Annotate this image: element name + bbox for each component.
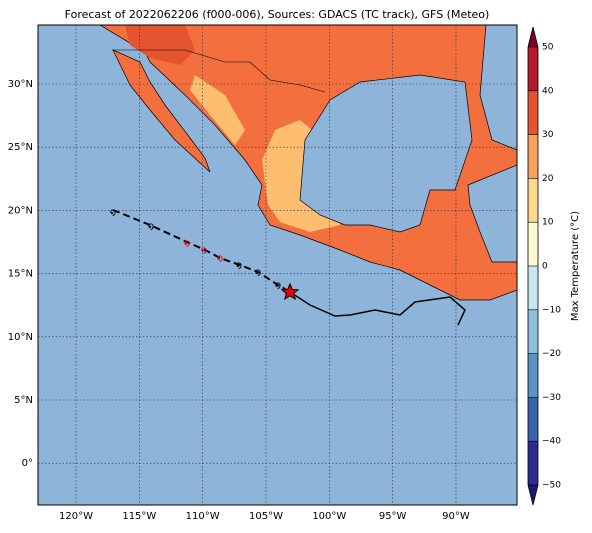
storm-symbol: ໑ (110, 207, 116, 218)
lat-label: 25°N (8, 142, 33, 153)
colorbar-bin (528, 397, 538, 442)
lon-label: 115°W (122, 511, 156, 522)
colorbar-bin (528, 353, 538, 398)
lon-label: 95°W (379, 511, 407, 522)
colorbar: −50 −40 −30 −20 −10 0 10 20 30 40 50 (527, 26, 561, 506)
colorbar-tick-label: 40 (542, 86, 554, 96)
colorbar-tick-label: −30 (542, 393, 561, 403)
storm-symbol: ໑ (184, 238, 190, 249)
lat-label: 0° (22, 458, 33, 469)
lon-label: 90°W (442, 511, 470, 522)
lat-label: 30°N (8, 79, 33, 90)
storm-symbol: ໑ (236, 260, 242, 271)
colorbar-bin (528, 134, 538, 179)
colorbar-tick-label: −40 (542, 437, 561, 447)
colorbar-under (528, 485, 538, 505)
storm-symbol: ໑ (217, 253, 223, 264)
colorbar-tick-label: 10 (542, 218, 554, 228)
lon-label: 110°W (186, 511, 220, 522)
atlantic (479, 25, 517, 151)
hot-north (125, 25, 195, 65)
map: ໑ ໑ ໑ ໑ ໑ ໑ ໑ ໑ (38, 25, 517, 505)
colorbar-bin (528, 47, 538, 91)
colorbar-bin (528, 266, 538, 310)
storm-symbols: ໑ ໑ ໑ ໑ ໑ ໑ ໑ ໑ (110, 207, 281, 291)
lat-label: 5°N (14, 395, 33, 406)
title: Forecast of 2022062206 (f000-006), Sourc… (65, 8, 490, 21)
baja (112, 49, 211, 173)
track-past (289, 291, 466, 326)
lat-label: 10°N (8, 332, 33, 343)
map-frame (37, 24, 518, 506)
colorbar-tick-label: 30 (542, 130, 554, 140)
colorbar-bin (528, 441, 538, 485)
colorbar-tick-label: −10 (542, 305, 561, 315)
lon-label: 105°W (249, 511, 283, 522)
lon-label: 120°W (59, 511, 93, 522)
gulf (299, 74, 473, 233)
colorbar-tick-label: 0 (542, 262, 548, 272)
colorbar-bin (528, 90, 538, 135)
colorbar-label: Max Temperature (°C) (570, 211, 581, 321)
border (112, 49, 326, 93)
colorbar-tick-label: 20 (542, 174, 554, 184)
colorbar-tick-label: 50 (542, 43, 554, 53)
plateau-west (190, 75, 245, 145)
caribbean (467, 164, 517, 263)
graticule (38, 25, 517, 505)
colorbar-bin (528, 178, 538, 223)
lat-label: 15°N (8, 269, 33, 280)
storm-symbol: ໑ (255, 267, 261, 278)
storm-symbol: ໑ (148, 221, 154, 232)
storm-symbol: ໑ (275, 280, 281, 291)
colorbar-tick-label: −20 (542, 349, 561, 359)
colorbar-bin (528, 222, 538, 266)
storm-symbol: ໑ (201, 245, 207, 256)
colorbar-bin (528, 309, 538, 354)
colorbar-tick-label: −50 (542, 481, 561, 491)
current-position (280, 282, 300, 301)
lon-label: 100°W (312, 511, 346, 522)
colorbar-over (528, 27, 538, 47)
lat-label: 20°N (8, 205, 33, 216)
